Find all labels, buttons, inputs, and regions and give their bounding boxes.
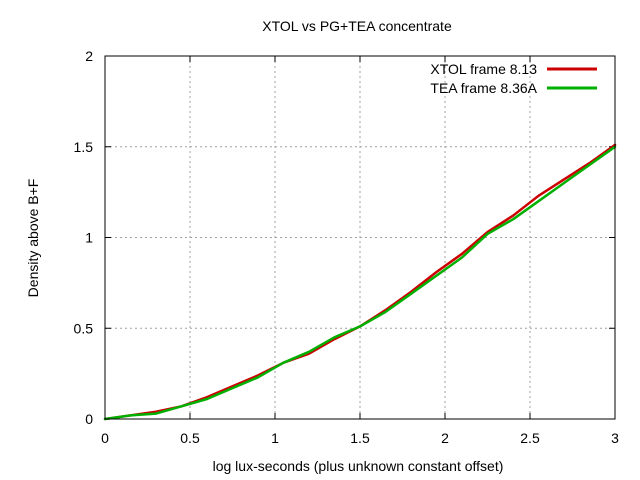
- x-tick-label: 2: [441, 430, 449, 446]
- x-tick-label: 0: [101, 430, 109, 446]
- y-tick-label: 1.5: [74, 139, 94, 155]
- x-tick-label: 0.5: [180, 430, 200, 446]
- x-tick-label: 3: [611, 430, 619, 446]
- grid-lines: [105, 56, 615, 419]
- y-tick-label: 1: [85, 230, 93, 246]
- y-tick-label: 0: [85, 411, 93, 427]
- tick-labels: 0 0.5 1 1.5 2 2.5 3 0 0.5 1 1.5 2: [74, 48, 620, 446]
- x-tick-label: 1: [271, 430, 279, 446]
- x-axis-label: log lux-seconds (plus unknown constant o…: [213, 458, 504, 474]
- legend-label-2: TEA frame 8.36A: [430, 80, 537, 96]
- x-tick-label: 2.5: [520, 430, 540, 446]
- plot-frame: [104, 55, 616, 420]
- y-axis-label: Density above B+F: [25, 179, 41, 298]
- y-tick-label: 2: [85, 48, 93, 64]
- legend: XTOL frame 8.13 TEA frame 8.36A: [430, 61, 597, 96]
- series-lines: [103, 143, 617, 421]
- chart-title: XTOL vs PG+TEA concentrate: [262, 18, 452, 34]
- x-tick-label: 1.5: [350, 430, 370, 446]
- series-line-2: [103, 145, 617, 421]
- legend-label-1: XTOL frame 8.13: [430, 61, 537, 77]
- y-tick-label: 0.5: [74, 320, 94, 336]
